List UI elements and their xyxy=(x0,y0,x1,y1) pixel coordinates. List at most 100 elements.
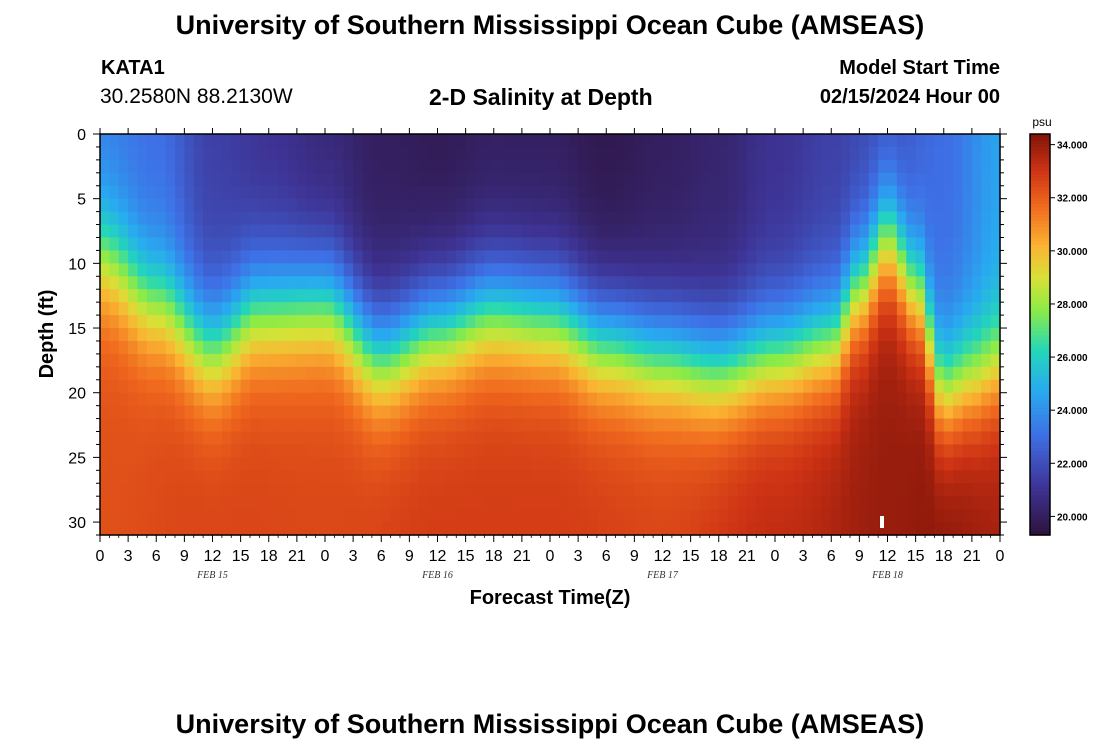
heatmap-cell xyxy=(240,405,251,420)
colorbar-segment xyxy=(1030,351,1050,356)
heatmap-cell xyxy=(559,289,570,303)
heatmap-cell xyxy=(334,172,345,187)
heatmap-cell xyxy=(850,263,860,277)
heatmap-cell xyxy=(100,237,110,252)
heatmap-cell xyxy=(821,237,832,252)
heatmap-cell xyxy=(803,224,814,239)
heatmap-cell xyxy=(315,418,326,433)
heatmap-cell xyxy=(981,418,992,433)
heatmap-cell xyxy=(409,172,420,187)
heatmap-cell xyxy=(353,444,364,458)
heatmap-cell xyxy=(296,444,307,458)
heatmap-cell xyxy=(887,185,898,200)
heatmap-cell xyxy=(915,328,926,342)
heatmap-cell xyxy=(671,457,682,471)
heatmap-cell xyxy=(643,159,654,174)
colorbar-segment xyxy=(1030,448,1050,453)
heatmap-cell xyxy=(484,483,495,497)
heatmap-cell xyxy=(821,444,832,458)
heatmap-cell xyxy=(306,263,317,277)
heatmap-cell xyxy=(343,457,354,471)
heatmap-cell xyxy=(643,405,654,420)
heatmap-cell xyxy=(831,392,842,407)
heatmap-cell xyxy=(175,431,185,446)
heatmap-cell xyxy=(896,237,907,252)
heatmap-cell xyxy=(212,302,223,316)
heatmap-cell xyxy=(484,159,495,174)
heatmap-cell xyxy=(400,509,410,523)
heatmap-cell xyxy=(521,289,532,303)
heatmap-cell xyxy=(700,276,710,290)
colorbar-segment xyxy=(1030,287,1050,292)
heatmap-cell xyxy=(437,418,448,433)
heatmap-cell xyxy=(821,134,832,148)
heatmap-cell xyxy=(793,470,804,484)
heatmap-cell xyxy=(521,379,532,394)
heatmap-cell xyxy=(606,172,617,187)
heatmap-cell xyxy=(540,340,551,355)
heatmap-cell xyxy=(793,211,804,226)
heatmap-cell xyxy=(943,457,954,471)
colorbar-segment xyxy=(1030,137,1050,142)
heatmap-cell xyxy=(100,146,110,161)
heatmap-cell xyxy=(681,483,692,497)
heatmap-cell xyxy=(446,418,457,433)
heatmap-cell xyxy=(746,185,757,200)
heatmap-cell xyxy=(428,353,439,368)
heatmap-cell xyxy=(259,211,270,226)
heatmap-cell xyxy=(137,457,148,471)
heatmap-cell xyxy=(746,289,757,303)
heatmap-cell xyxy=(840,250,851,264)
heatmap-cell xyxy=(343,289,354,303)
colorbar-unit-label: psu xyxy=(1032,115,1051,129)
heatmap-cell xyxy=(606,159,617,174)
heatmap-cell xyxy=(278,392,289,407)
heatmap-cell xyxy=(165,366,176,381)
heatmap-cell xyxy=(184,315,195,329)
heatmap-cell xyxy=(990,185,1001,200)
heatmap-cell xyxy=(343,444,354,458)
heatmap-cell xyxy=(943,302,954,316)
heatmap-cell xyxy=(296,340,307,355)
heatmap-cell xyxy=(100,379,110,394)
heatmap-cell xyxy=(915,483,926,497)
heatmap-cell xyxy=(343,431,354,446)
heatmap-cell xyxy=(193,444,204,458)
heatmap-cell xyxy=(643,392,654,407)
heatmap-cell xyxy=(737,522,748,536)
heatmap-cell xyxy=(109,418,120,433)
heatmap-cell xyxy=(278,134,289,148)
plot-title: 2-D Salinity at Depth xyxy=(429,84,653,110)
heatmap-cell xyxy=(306,276,317,290)
heatmap-cell xyxy=(812,211,823,226)
heatmap-cell xyxy=(146,470,157,484)
heatmap-cell xyxy=(531,185,542,200)
heatmap-cell xyxy=(287,379,298,394)
heatmap-cell xyxy=(737,224,748,239)
heatmap-cell xyxy=(887,315,898,329)
heatmap-cell xyxy=(418,340,429,355)
colorbar-segment xyxy=(1030,438,1050,443)
heatmap-cell xyxy=(578,224,589,239)
x-tick-label: 3 xyxy=(574,548,583,565)
heatmap-cell xyxy=(681,159,692,174)
heatmap-cell xyxy=(203,263,214,277)
heatmap-cell xyxy=(643,366,654,381)
heatmap-cell xyxy=(334,340,345,355)
heatmap-cell xyxy=(775,457,785,471)
heatmap-cell xyxy=(943,405,954,420)
heatmap-cell xyxy=(334,405,345,420)
heatmap-cell xyxy=(400,159,410,174)
heatmap-cell xyxy=(831,263,842,277)
heatmap-cell xyxy=(784,237,795,252)
heatmap-cell xyxy=(278,211,289,226)
heatmap-cell xyxy=(493,366,504,381)
heatmap-cell xyxy=(990,237,1001,252)
colorbar-segment xyxy=(1030,271,1050,275)
heatmap-cell xyxy=(268,366,279,381)
heatmap-cell xyxy=(446,211,457,226)
heatmap-cell xyxy=(925,483,935,497)
heatmap-cell xyxy=(981,237,992,252)
heatmap-cell xyxy=(962,405,973,420)
heatmap-cell xyxy=(990,496,1001,510)
